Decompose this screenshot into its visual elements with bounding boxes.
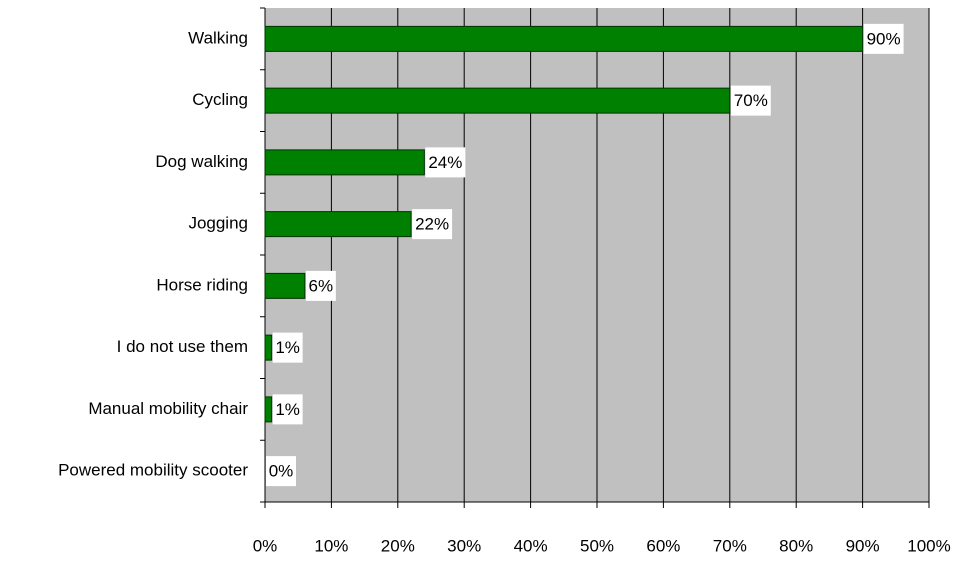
bar [264,334,273,361]
x-tick-label: 40% [514,536,548,555]
x-tick-label: 90% [846,536,880,555]
x-tick-label: 100% [907,536,950,555]
value-label-bg [730,85,771,116]
bar [264,272,306,299]
y-tick-label: Cycling [192,90,248,109]
value-label: 1% [275,338,300,357]
bar [264,87,731,114]
x-tick-label: 70% [713,536,747,555]
bar [264,396,273,423]
x-tick-label: 30% [447,536,481,555]
value-label-bg [412,209,453,240]
value-label: 22% [415,215,449,234]
y-tick-label: Dog walking [155,152,248,171]
value-label-bg [305,270,336,301]
value-label: 1% [275,400,300,419]
value-label: 6% [309,276,334,295]
y-tick-label: Walking [188,28,248,47]
value-label: 0% [269,462,294,481]
value-label-bg [266,456,296,487]
y-tick-label: Manual mobility chair [88,399,248,418]
value-label: 90% [867,29,901,48]
y-tick-label: Horse riding [156,275,248,294]
x-tick-label: 0% [253,536,278,555]
value-label: 24% [428,153,462,172]
y-tick-label: I do not use them [117,337,248,356]
value-label: 70% [734,91,768,110]
value-label-bg [272,332,303,363]
x-tick-label: 60% [646,536,680,555]
x-tick-label: 10% [314,536,348,555]
y-tick-label: Jogging [188,214,248,233]
x-tick-label: 80% [779,536,813,555]
x-tick-label: 50% [580,536,614,555]
value-label-bg [272,394,303,425]
bar [264,25,864,52]
x-tick-label: 20% [381,536,415,555]
y-tick-label: Powered mobility scooter [58,461,248,480]
value-label-bg [863,23,904,54]
value-label-bg [425,147,466,178]
bar [264,211,412,238]
bar [264,149,425,176]
